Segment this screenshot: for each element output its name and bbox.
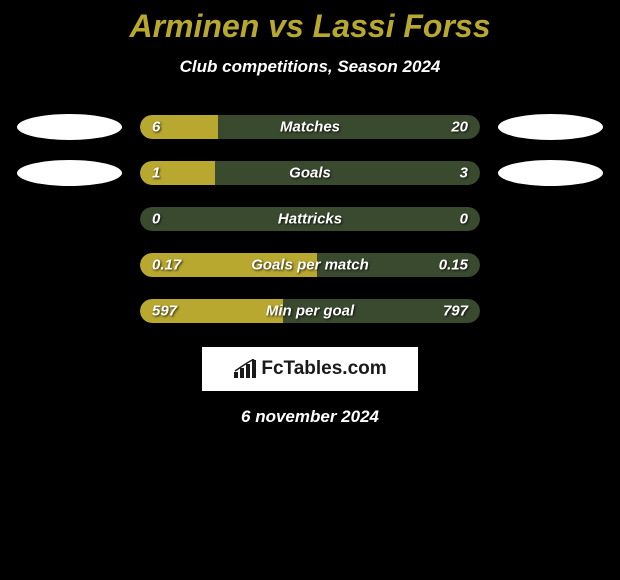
value-left: 0.17 xyxy=(152,257,181,274)
value-right: 0 xyxy=(460,211,468,228)
stat-label: Min per goal xyxy=(266,303,354,320)
logo-text: FcTables.com xyxy=(261,358,386,380)
value-left: 0 xyxy=(152,211,160,228)
stat-bar: 597 Min per goal 797 xyxy=(140,299,480,323)
stat-label: Hattricks xyxy=(278,211,342,228)
value-left: 1 xyxy=(152,165,160,182)
value-right: 3 xyxy=(460,165,468,182)
barchart-icon xyxy=(233,359,257,379)
stat-label: Goals xyxy=(289,165,331,182)
stat-label: Matches xyxy=(280,119,340,136)
date-line: 6 november 2024 xyxy=(0,407,620,427)
left-flag-ellipse xyxy=(17,160,122,186)
value-left: 6 xyxy=(152,119,160,136)
right-flag-ellipse xyxy=(498,114,603,140)
stat-row: 0.17 Goals per match 0.15 xyxy=(0,253,620,277)
stats-rows: 6 Matches 20 1 Goals 3 0 Hattricks 0 0.17 Goals pe… xyxy=(0,115,620,323)
stat-bar: 0.17 Goals per match 0.15 xyxy=(140,253,480,277)
stat-label: Goals per match xyxy=(251,257,369,274)
left-flag-ellipse xyxy=(17,114,122,140)
comparison-widget: Arminen vs Lassi Forss Club competitions… xyxy=(0,0,620,427)
stat-bar: 0 Hattricks 0 xyxy=(140,207,480,231)
value-right: 20 xyxy=(451,119,468,136)
stat-row: 597 Min per goal 797 xyxy=(0,299,620,323)
right-flag-ellipse xyxy=(498,160,603,186)
value-right: 797 xyxy=(443,303,468,320)
subtitle: Club competitions, Season 2024 xyxy=(0,57,620,77)
page-title: Arminen vs Lassi Forss xyxy=(0,8,620,45)
stat-row: 0 Hattricks 0 xyxy=(0,207,620,231)
value-left: 597 xyxy=(152,303,177,320)
logo-box: FcTables.com xyxy=(202,347,418,391)
stat-row: 6 Matches 20 xyxy=(0,115,620,139)
stat-bar: 6 Matches 20 xyxy=(140,115,480,139)
value-right: 0.15 xyxy=(439,257,468,274)
stat-row: 1 Goals 3 xyxy=(0,161,620,185)
stat-bar: 1 Goals 3 xyxy=(140,161,480,185)
